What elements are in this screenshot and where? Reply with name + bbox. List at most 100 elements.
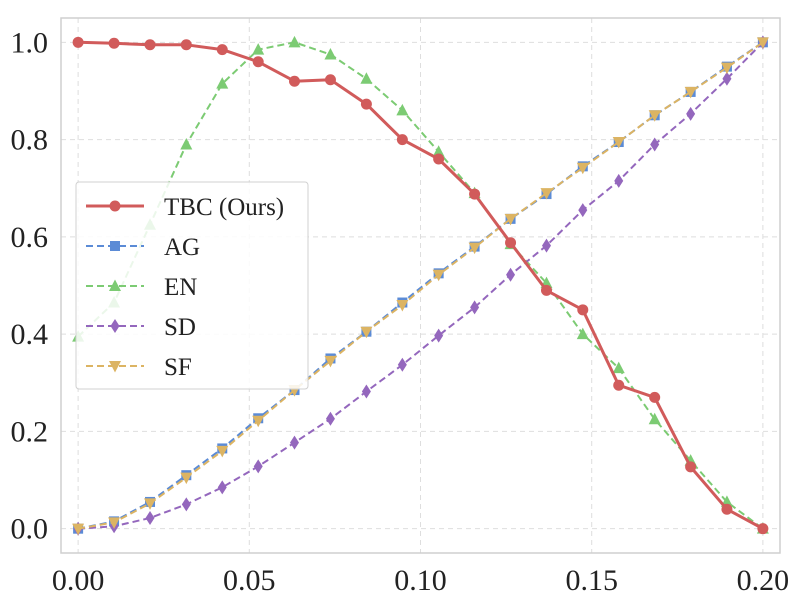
data-point-en xyxy=(360,72,373,84)
data-point-sd xyxy=(217,480,227,495)
data-point-tbc-ours xyxy=(649,391,661,403)
data-point-tbc-ours xyxy=(108,37,120,49)
data-point-sd xyxy=(181,497,191,512)
data-point-tbc-ours xyxy=(757,523,769,535)
series-sd xyxy=(73,35,768,536)
y-axis-ticks: 0.0 0.2 0.4 0.6 0.8 1.0 xyxy=(11,26,49,545)
data-point-tbc-ours xyxy=(721,503,733,515)
series-tbc-ours xyxy=(72,36,769,535)
data-point-tbc-ours xyxy=(685,461,697,473)
legend-marker-tbc-ours xyxy=(109,200,121,212)
data-point-en xyxy=(648,412,661,425)
data-point-sf xyxy=(72,523,85,536)
data-point-tbc-ours xyxy=(540,284,552,296)
x-tick-label: 0.20 xyxy=(737,564,790,597)
data-point-sf xyxy=(576,162,589,175)
data-point-sf xyxy=(468,242,481,255)
data-point-tbc-ours xyxy=(613,379,625,391)
legend-marker-ag xyxy=(110,241,120,251)
y-tick-label: 0.8 xyxy=(11,124,49,157)
legend-label-sf: SF xyxy=(164,354,192,381)
data-point-sd xyxy=(722,71,732,86)
data-point-sf xyxy=(756,37,769,49)
data-point-sd xyxy=(253,459,263,474)
x-tick-label: 0.05 xyxy=(223,564,276,597)
data-point-sf xyxy=(684,86,697,99)
data-point-tbc-ours xyxy=(216,44,228,56)
data-point-sd xyxy=(614,173,624,188)
x-tick-label: 0.15 xyxy=(565,564,618,597)
data-point-sf xyxy=(108,517,121,529)
data-point-tbc-ours xyxy=(324,74,336,86)
data-point-en xyxy=(288,35,301,48)
data-point-sd xyxy=(686,106,696,121)
data-point-sd xyxy=(145,510,155,525)
x-axis-ticks: 0.00 0.05 0.10 0.15 0.20 xyxy=(52,564,789,597)
data-point-sd xyxy=(434,328,444,343)
data-point-sf xyxy=(360,326,373,339)
data-point-sf xyxy=(612,137,625,149)
series-line-sf xyxy=(77,41,764,530)
data-point-tbc-ours xyxy=(289,75,301,87)
data-point-tbc-ours xyxy=(469,188,481,200)
data-point-en xyxy=(396,103,409,116)
legend-marker-en xyxy=(109,279,121,291)
plot-frame xyxy=(60,17,781,554)
data-point-sf xyxy=(144,498,157,510)
x-tick-label: 0.10 xyxy=(394,564,447,597)
y-tick-label: 0.6 xyxy=(11,221,49,254)
data-point-tbc-ours xyxy=(433,153,445,165)
legend-marker-sd xyxy=(110,319,120,333)
data-point-tbc-ours xyxy=(252,56,264,68)
data-point-tbc-ours xyxy=(577,304,589,316)
data-point-sf xyxy=(720,62,733,75)
data-point-sd xyxy=(325,411,335,426)
data-point-sd xyxy=(470,300,480,315)
legend-marker-sf xyxy=(109,361,121,373)
data-point-en xyxy=(576,327,589,340)
data-point-en xyxy=(432,145,445,157)
data-point-tbc-ours xyxy=(360,98,372,110)
data-point-sf xyxy=(648,110,661,122)
data-point-sf xyxy=(396,299,409,312)
data-point-sd xyxy=(650,137,660,152)
legend-box xyxy=(75,181,309,390)
y-tick-label: 1.0 xyxy=(11,26,49,59)
legend-label-ag: AG xyxy=(164,234,200,261)
data-point-en xyxy=(252,43,265,55)
data-point-sf xyxy=(216,445,229,458)
data-point-sf xyxy=(432,269,445,282)
y-tick-label: 0.0 xyxy=(11,513,49,546)
legend-label-tbc-ours: TBC (Ours) xyxy=(164,194,284,221)
data-point-en xyxy=(216,77,229,89)
data-point-sf xyxy=(504,213,517,226)
data-point-sf xyxy=(252,415,265,428)
series-sf xyxy=(72,37,769,536)
data-point-sd xyxy=(506,267,516,282)
data-point-sd xyxy=(578,203,588,218)
data-point-sd xyxy=(361,384,371,399)
legend: TBC (Ours) AG EN SD SF xyxy=(75,181,309,390)
data-point-sf xyxy=(540,188,553,200)
data-point-en xyxy=(180,137,193,150)
legend-label-en: EN xyxy=(164,274,197,301)
series-line-tbc-ours xyxy=(78,40,764,531)
legend-label-sd: SD xyxy=(164,314,196,341)
data-point-tbc-ours xyxy=(396,134,408,146)
data-point-sd xyxy=(290,435,300,450)
data-point-tbc-ours xyxy=(505,237,517,249)
data-point-sd xyxy=(397,357,407,372)
y-tick-label: 0.4 xyxy=(11,318,49,351)
series-line-sd xyxy=(78,41,764,530)
y-tick-label: 0.2 xyxy=(11,415,49,448)
data-point-en xyxy=(612,361,625,374)
data-point-tbc-ours xyxy=(180,39,192,51)
x-tick-label: 0.00 xyxy=(52,564,105,597)
data-point-sf xyxy=(180,472,193,485)
series-line-en xyxy=(77,41,764,530)
data-point-sd xyxy=(541,238,551,253)
data-point-tbc-ours xyxy=(72,36,84,48)
series-layer xyxy=(72,35,769,536)
data-point-en xyxy=(324,47,337,60)
